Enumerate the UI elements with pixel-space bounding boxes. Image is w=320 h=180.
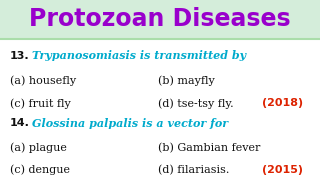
Text: (c) dengue: (c) dengue [10,165,70,175]
Text: (b) Gambian fever: (b) Gambian fever [158,143,261,153]
Text: (d) tse-tsy fly.: (d) tse-tsy fly. [158,98,234,109]
FancyBboxPatch shape [0,0,320,39]
Text: Protozoan Diseases: Protozoan Diseases [29,7,291,31]
Text: (a) housefly: (a) housefly [10,76,76,86]
Text: Glossina palpalis is a vector for: Glossina palpalis is a vector for [32,118,228,129]
Text: 14.: 14. [10,118,29,129]
Text: 13.: 13. [10,51,29,61]
Text: (d) filariasis.: (d) filariasis. [158,165,230,175]
Text: (2015): (2015) [262,165,303,175]
Text: (a) plague: (a) plague [10,142,67,153]
Text: (2018): (2018) [262,98,304,108]
Text: Trypanosomiasis is transmitted by: Trypanosomiasis is transmitted by [32,50,246,61]
Text: (c) fruit fly: (c) fruit fly [10,98,70,109]
Text: (b) mayfly: (b) mayfly [158,76,215,86]
